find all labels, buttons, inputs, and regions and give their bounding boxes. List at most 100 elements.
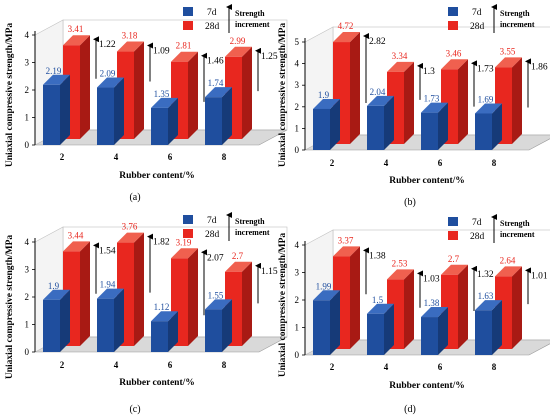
data-label-28d: 3.41 <box>68 24 84 34</box>
y-tick-label: 0 <box>295 350 300 360</box>
x-tick-label: 2 <box>330 158 335 168</box>
legend-increment-line1: Strength <box>235 217 265 226</box>
x-tick-label: 2 <box>60 360 65 370</box>
x-tick-label: 8 <box>492 362 497 372</box>
bar-7d-side <box>330 290 340 355</box>
bar-7d-side <box>114 288 124 352</box>
bar-28d-top <box>441 59 468 70</box>
y-tick-label: 0 <box>295 145 300 155</box>
bar-7d <box>205 299 232 352</box>
data-label-7d: 1.99 <box>316 281 332 291</box>
bar-7d-top <box>97 77 124 88</box>
y-tick-label: 3 <box>25 265 30 275</box>
legend-label-7d: 7d <box>472 8 482 18</box>
bar-7d-top <box>367 95 394 106</box>
increment-label: 1.82 <box>153 238 170 248</box>
panel-4: 0 1 2 3 4 Uniaxial compressive strength/MPa 3.… <box>278 214 550 415</box>
legend-swatch-7d <box>183 215 193 224</box>
y-tick-label: 2 <box>295 295 300 305</box>
bar-7d <box>97 77 124 145</box>
y-tick-label: 3 <box>25 58 30 68</box>
bar-7d-front <box>475 310 492 355</box>
data-label-28d: 3.55 <box>500 46 516 56</box>
bar-7d-side <box>492 300 502 355</box>
data-label-7d: 1.94 <box>100 280 116 290</box>
increment-label: 1.03 <box>423 274 440 284</box>
data-label-28d: 4.72 <box>338 21 354 31</box>
bar-7d-side <box>168 311 178 352</box>
bar-7d <box>421 102 448 150</box>
data-label-7d: 2.09 <box>100 69 116 79</box>
legend-label-7d: 7d <box>207 216 217 226</box>
data-label-7d: 2.19 <box>46 66 62 76</box>
y-tick-label: 1 <box>295 323 300 333</box>
bar-28d-side <box>188 248 198 346</box>
bar-7d-front <box>475 113 492 150</box>
x-tick-label: 4 <box>114 360 119 370</box>
bar-7d <box>43 289 70 352</box>
data-label-7d: 1.69 <box>478 94 494 104</box>
bar-7d-side <box>114 77 124 145</box>
bar-28d-side <box>188 51 198 139</box>
x-tick-label: 6 <box>168 152 173 162</box>
y-tick-label: 1 <box>25 320 30 330</box>
bar-7d-top <box>43 289 70 300</box>
bar-28d-top <box>171 51 198 62</box>
x-tick-label: 8 <box>222 152 227 162</box>
y-tick-label: 4 <box>295 240 300 250</box>
increment-label: 1.25 <box>261 52 278 62</box>
data-label-7d: 1.9 <box>318 90 330 100</box>
y-tick-label: 0 <box>25 140 30 150</box>
y-tick-label: 2 <box>25 292 30 302</box>
increment-label: 1.46 <box>207 57 224 67</box>
data-label-28d: 3.46 <box>446 48 462 58</box>
bar-7d-front <box>205 309 222 352</box>
bar-7d-front <box>97 87 114 145</box>
bar-28d-top <box>495 266 522 277</box>
bar-7d-front <box>151 321 168 352</box>
legend-increment-line2: increment <box>500 20 535 29</box>
bar-7d-side <box>60 289 70 352</box>
y-axis-label: Uniaxial compressive strength/MPa <box>278 23 288 167</box>
bar-7d-front <box>97 298 114 352</box>
bar-7d <box>421 307 448 355</box>
bar-7d-top <box>313 290 340 301</box>
legend: 7d 28d Strength increment <box>448 4 535 33</box>
x-axis-label: Rubber content/% <box>389 176 465 186</box>
bar-28d-side <box>404 269 414 349</box>
panel-label: (b) <box>404 197 416 208</box>
panel-1: 0 1 2 3 4 Uniaxial compressive strength/MPa 3.… <box>5 4 288 203</box>
panel-label: (c) <box>129 404 140 415</box>
legend-increment-line2: increment <box>235 20 270 29</box>
bar-7d-side <box>168 97 178 145</box>
bar-28d-top <box>441 264 468 275</box>
increment-label: 1.54 <box>99 246 116 256</box>
legend-increment-line2: increment <box>500 230 535 239</box>
bar-7d-front <box>313 300 330 355</box>
bar-28d <box>495 57 522 144</box>
increment-label: 1.38 <box>369 251 386 261</box>
data-label-28d: 3.76 <box>122 222 138 232</box>
legend-increment-line1: Strength <box>235 9 265 18</box>
x-tick-label: 8 <box>492 158 497 168</box>
legend-label-28d: 28d <box>205 22 220 32</box>
bar-28d-side <box>458 264 468 349</box>
bar-7d-side <box>330 98 340 150</box>
data-label-7d: 1.38 <box>424 298 440 308</box>
data-label-28d: 2.99 <box>230 36 246 46</box>
bar-7d-side <box>60 74 70 145</box>
bar-28d-top <box>225 46 252 57</box>
bar-28d-top <box>387 61 414 72</box>
bar-7d-side <box>384 95 394 150</box>
increment-label: 2.07 <box>207 253 224 263</box>
bar-28d-top <box>117 232 144 243</box>
bar-28d-side <box>80 35 90 139</box>
bar-7d <box>43 74 70 145</box>
bar-7d <box>367 303 394 355</box>
y-axis-label: Uniaxial compressive strength/MPa <box>5 235 15 379</box>
bar-7d <box>475 300 502 355</box>
data-label-28d: 3.34 <box>392 51 408 61</box>
bar-7d <box>313 98 340 150</box>
y-axis-label: Uniaxial compressive strength/MPa <box>278 233 288 377</box>
